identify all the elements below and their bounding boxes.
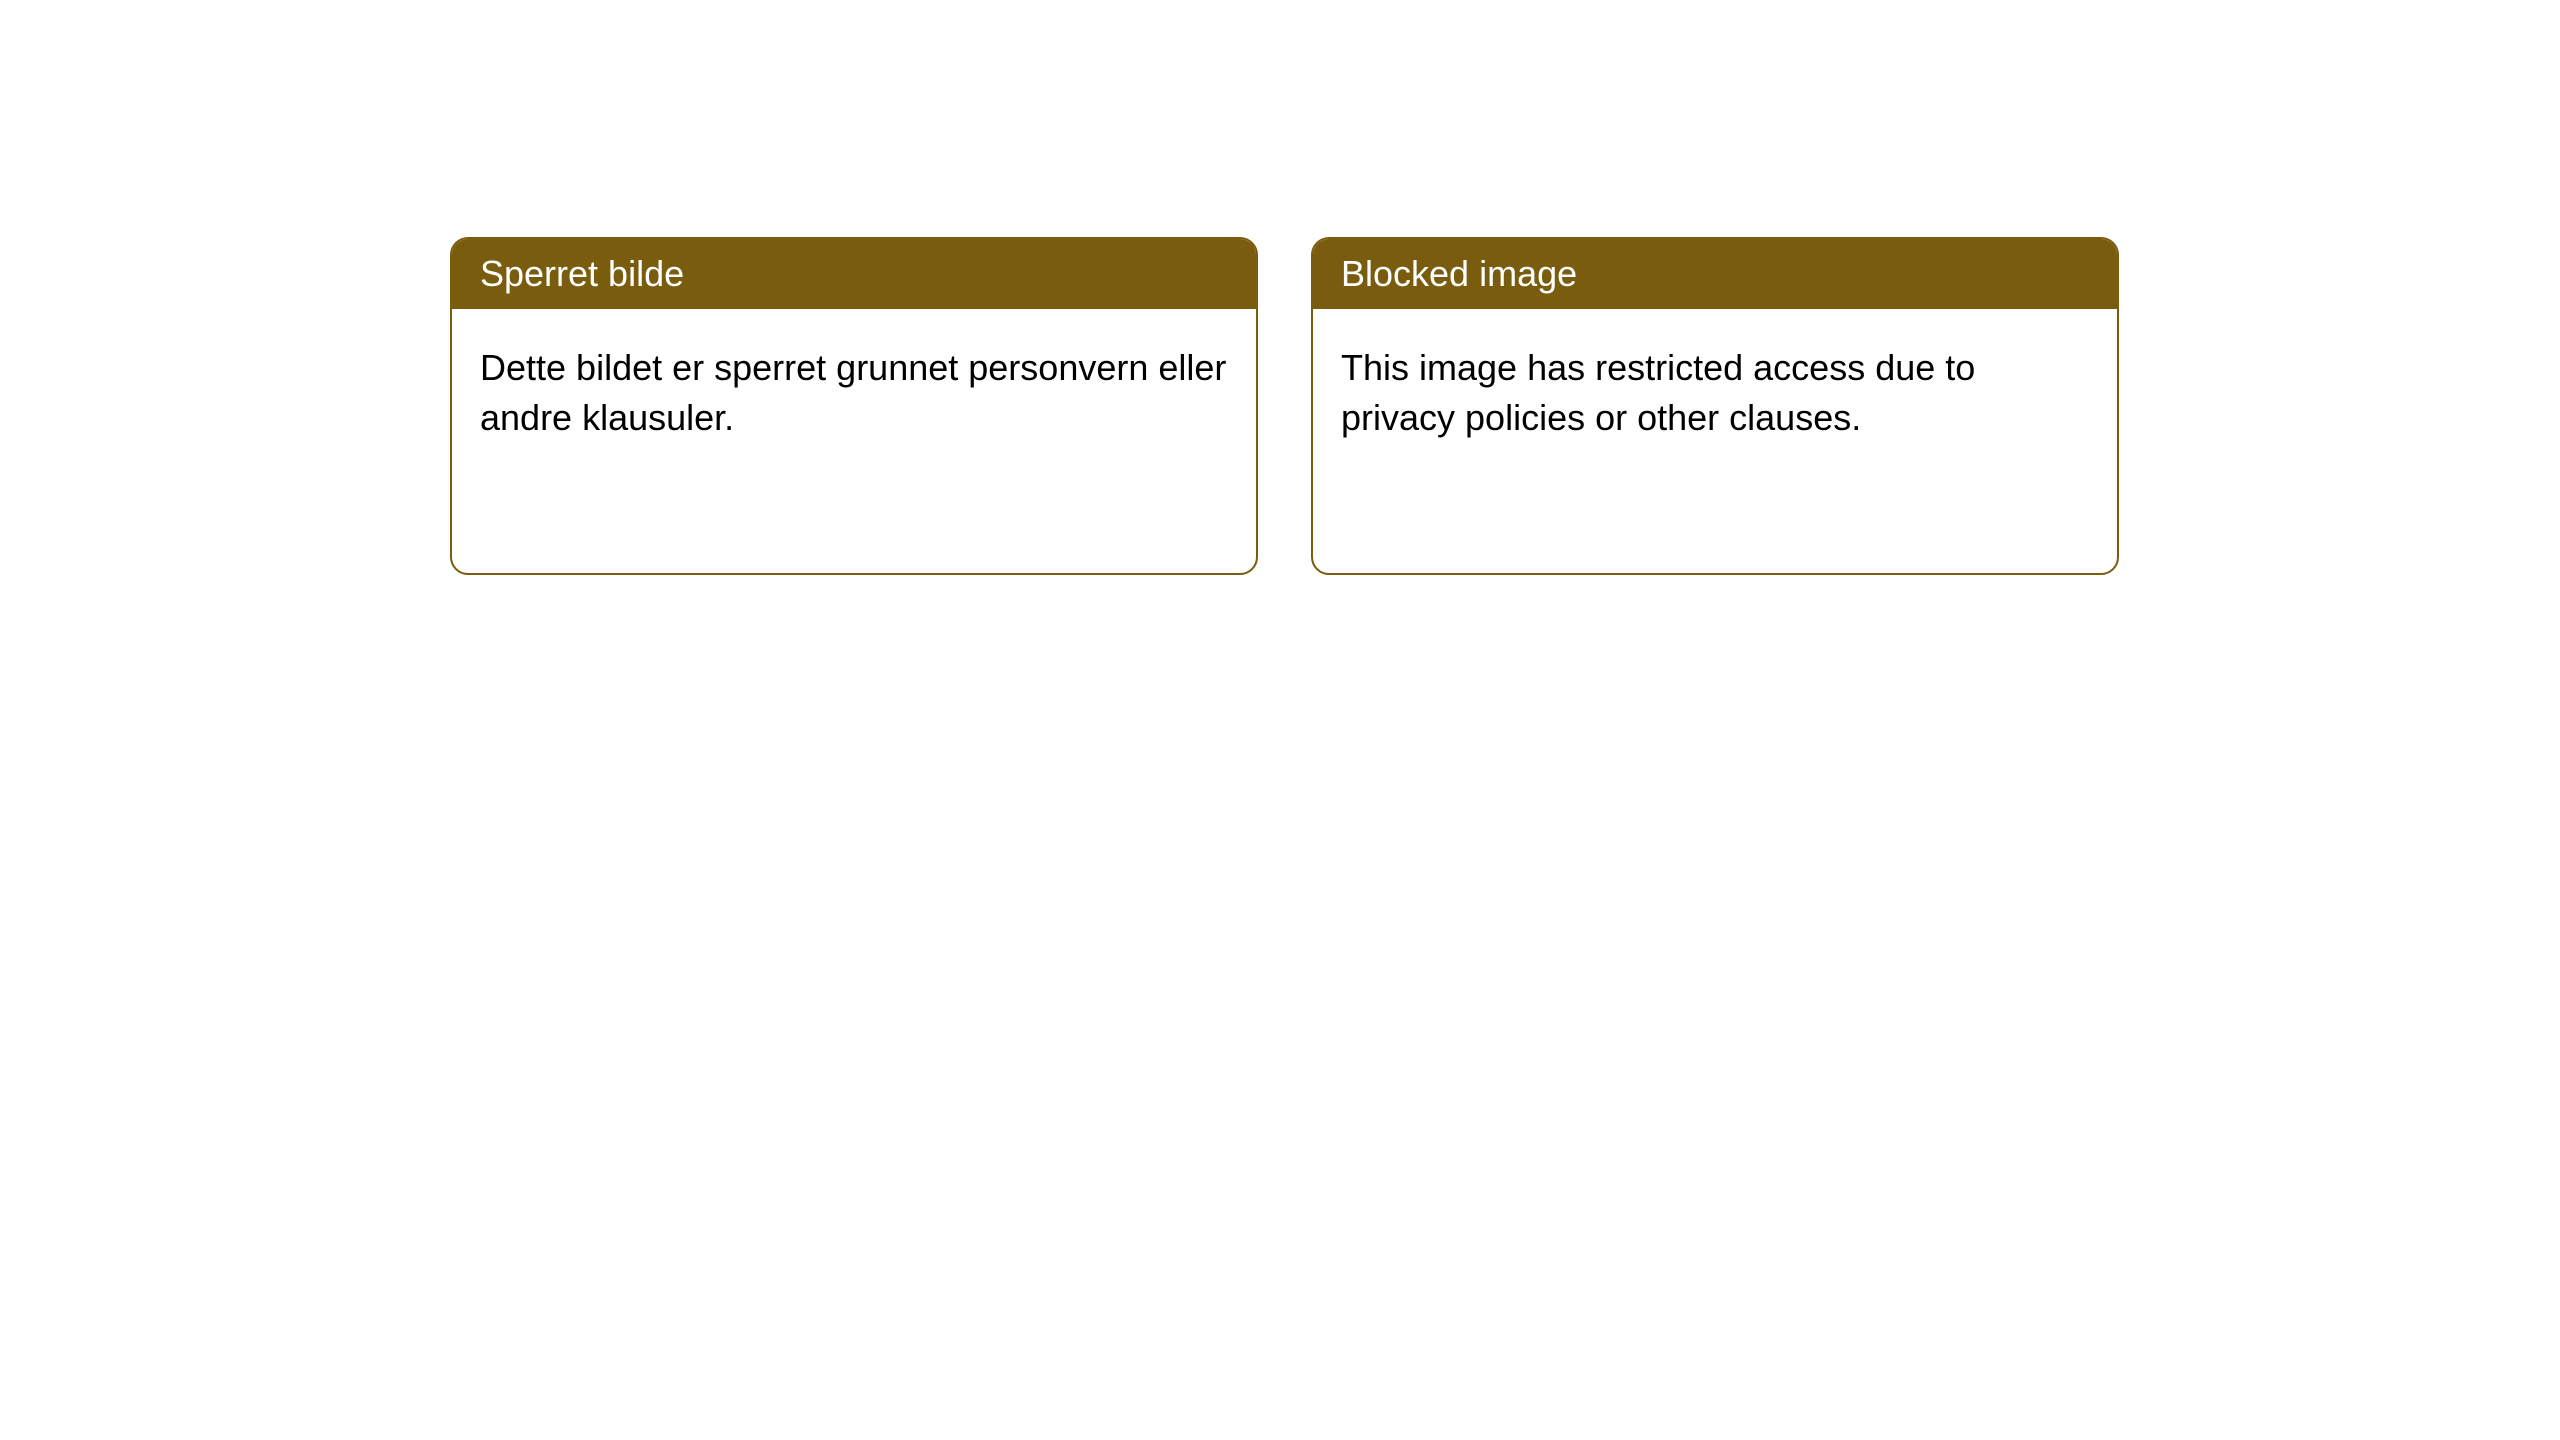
card-title: Blocked image xyxy=(1341,253,1577,294)
card-title: Sperret bilde xyxy=(480,253,684,294)
notice-card-norwegian: Sperret bilde Dette bildet er sperret gr… xyxy=(450,237,1258,575)
card-body-text: This image has restricted access due to … xyxy=(1341,347,1975,438)
card-body: This image has restricted access due to … xyxy=(1313,309,2117,478)
card-body: Dette bildet er sperret grunnet personve… xyxy=(452,309,1256,478)
notice-card-english: Blocked image This image has restricted … xyxy=(1311,237,2119,575)
notice-cards-container: Sperret bilde Dette bildet er sperret gr… xyxy=(450,237,2119,575)
card-body-text: Dette bildet er sperret grunnet personve… xyxy=(480,347,1226,438)
card-header: Blocked image xyxy=(1313,239,2117,309)
card-header: Sperret bilde xyxy=(452,239,1256,309)
